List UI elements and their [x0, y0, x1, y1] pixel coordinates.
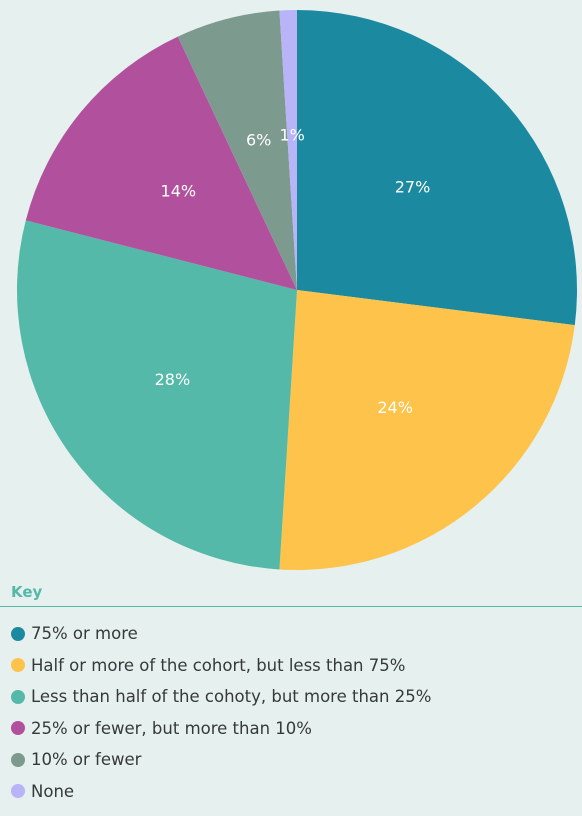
legend-swatch	[11, 784, 25, 799]
legend-swatch	[11, 752, 25, 767]
pie-slice-25-or-fewer-but-more-than-10	[25, 36, 297, 291]
legend-swatch	[11, 658, 25, 673]
data-label-75-or-more: 27%	[395, 178, 431, 197]
pie-slice-75-or-more	[297, 10, 578, 326]
legend-label: 25% or fewer, but more than 10%	[31, 718, 312, 738]
legend-label: None	[31, 781, 75, 801]
legend-label: 75% or more	[31, 624, 138, 644]
legend: 75% or more Half or more of the cohort, b…	[11, 618, 431, 807]
data-label-10-or-fewer: 6%	[246, 130, 271, 149]
legend-item-10-or-fewer: 10% or fewer	[11, 744, 431, 776]
data-label-none: 1%	[279, 126, 304, 145]
legend-divider	[0, 606, 582, 607]
legend-swatch	[11, 689, 25, 704]
legend-label: Less than half of the cohoty, but more t…	[31, 687, 432, 707]
legend-item-none: None	[11, 776, 431, 808]
pie-slice-half-or-more-of-the-cohort-but-less-than-75	[279, 290, 575, 570]
legend-swatch	[11, 721, 25, 736]
legend-item-less-than-half-of-the-cohoty-but-more-than-25: Less than half of the cohoty, but more t…	[11, 681, 431, 713]
legend-item-75-or-more: 75% or more	[11, 618, 431, 650]
pie-slice-none	[279, 10, 297, 290]
pie-slice-10-or-fewer	[177, 10, 297, 290]
legend-title: Key	[11, 583, 43, 601]
pie-slice-less-than-half-of-the-cohoty-but-more-than-25	[17, 220, 298, 570]
data-label-half-or-more-of-the-cohort-but-less-than-75: 24%	[377, 398, 413, 417]
legend-item-half-or-more-of-the-cohort-but-less-than-75: Half or more of the cohort, but less tha…	[11, 650, 431, 682]
legend-label: Half or more of the cohort, but less tha…	[31, 655, 406, 675]
legend-label: 10% or fewer	[31, 750, 142, 770]
data-label-25-or-fewer-but-more-than-10: 14%	[161, 181, 197, 200]
pie-chart: 27% 24% 28% 14% 6% 1%	[17, 10, 578, 570]
data-label-less-than-half-of-the-cohoty-but-more-than-25: 28%	[155, 370, 191, 389]
legend-item-25-or-fewer-but-more-than-10: 25% or fewer, but more than 10%	[11, 713, 431, 745]
legend-swatch	[11, 626, 25, 641]
